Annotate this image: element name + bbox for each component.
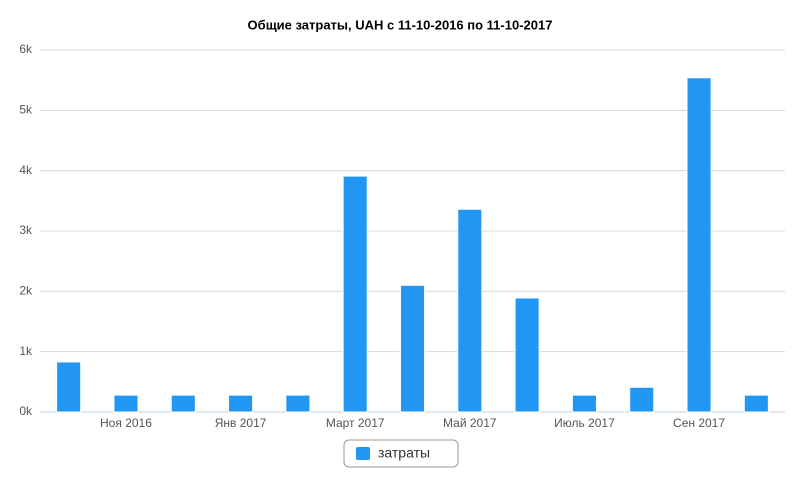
bar: [457, 208, 483, 413]
legend-swatch[interactable]: [356, 447, 370, 460]
x-tick-label: Март 2017: [326, 416, 385, 430]
y-tick-label: 5k: [19, 103, 33, 117]
y-tick-label: 0k: [19, 404, 33, 418]
chart-title: Общие затраты, UAH с 11-10-2016 по 11-10…: [248, 17, 553, 32]
y-tick-label: 6k: [19, 42, 33, 56]
bar: [399, 284, 426, 413]
x-tick-label: Сен 2017: [673, 416, 725, 430]
bar: [743, 394, 769, 413]
bar: [686, 77, 712, 413]
bar: [571, 394, 597, 413]
bar: [514, 297, 540, 413]
y-tick-label: 3k: [19, 223, 33, 237]
bar: [285, 394, 311, 413]
y-tick-label: 2k: [19, 284, 33, 298]
x-tick-label: Янв 2017: [215, 416, 267, 430]
legend-label[interactable]: затраты: [378, 445, 430, 461]
bar: [56, 361, 82, 413]
x-tick-label: Июль 2017: [554, 416, 615, 430]
bar: [342, 175, 368, 413]
bar: [629, 386, 655, 413]
bar: [113, 394, 139, 413]
y-tick-label: 4k: [19, 163, 33, 177]
bar: [170, 394, 196, 413]
bar: [228, 394, 254, 413]
y-tick-label: 1k: [19, 344, 33, 358]
x-tick-label: Май 2017: [443, 416, 497, 430]
x-tick-label: Ноя 2016: [100, 416, 152, 430]
legend-box: [343, 439, 459, 468]
